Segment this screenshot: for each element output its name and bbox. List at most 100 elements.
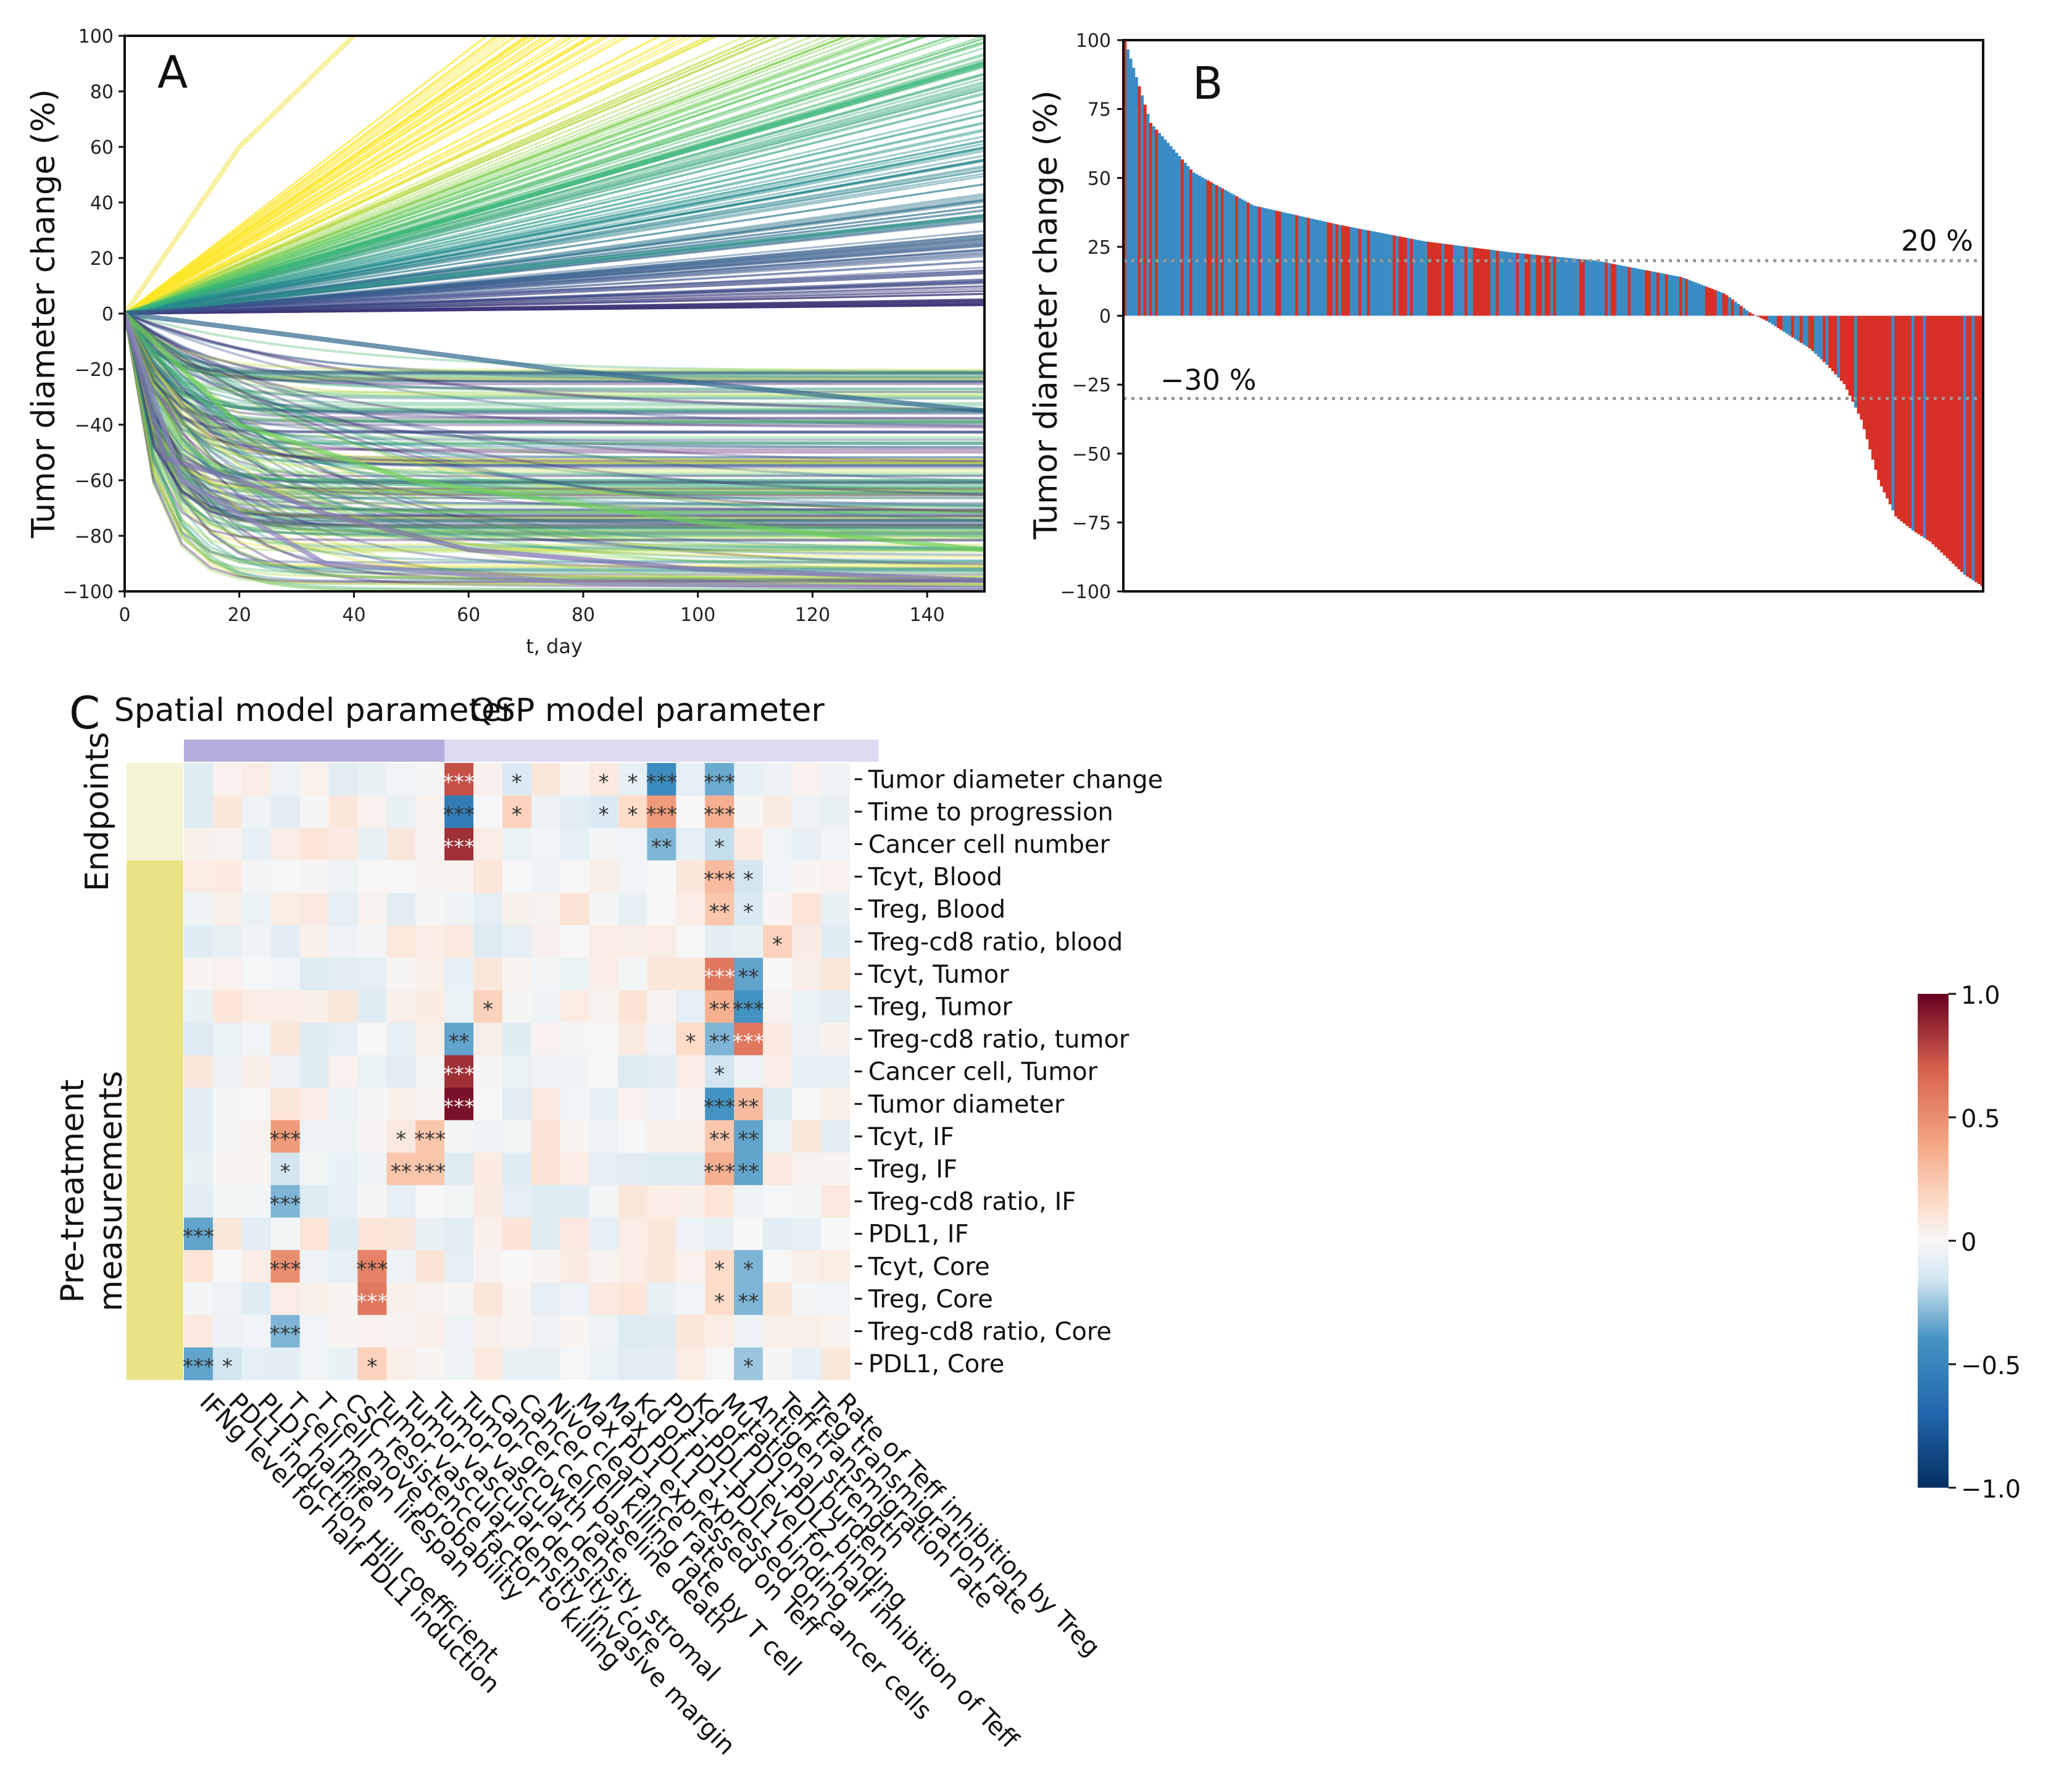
heatmap-cell (589, 860, 618, 893)
waterfall-bar (1275, 210, 1279, 316)
heatmap-cell (705, 1217, 734, 1251)
waterfall-bar (1232, 194, 1236, 316)
heatmap-cell (763, 828, 793, 861)
waterfall-bar (1492, 250, 1497, 316)
trajectory-line (125, 47, 984, 315)
trajectory-line (125, 36, 916, 315)
trajectory-line (125, 41, 984, 315)
heatmap-cell (705, 1282, 734, 1315)
heatmap-cell (473, 1315, 503, 1348)
heatmap-cell (357, 828, 387, 861)
heatmap-cell (299, 1347, 329, 1380)
trajectory-line (125, 313, 984, 534)
row-label: Treg, Core (868, 1285, 993, 1314)
heatmap-cell (531, 893, 561, 926)
significance-stars: * (714, 1257, 725, 1282)
trajectory-line (125, 312, 984, 463)
heatmap-cell (444, 763, 474, 796)
waterfall-bar (1702, 285, 1706, 316)
trajectory-line (125, 36, 570, 315)
waterfall-bar (1496, 251, 1499, 316)
trajectory-line (125, 109, 984, 315)
trajectory-line (125, 241, 984, 315)
heatmap-cell (531, 957, 561, 991)
heatmap-cell (299, 795, 329, 828)
trajectory-line (125, 36, 781, 315)
heatmap-cell (386, 925, 416, 959)
waterfall-bar (1980, 315, 1984, 586)
trajectory-line (125, 36, 530, 315)
trajectory-line (125, 313, 984, 495)
heatmap-cell (212, 1088, 243, 1121)
waterfall-bar (1765, 315, 1769, 321)
waterfall-bar (1212, 183, 1216, 316)
waterfall-bar (1587, 260, 1591, 316)
heatmap-cell (618, 1347, 647, 1380)
trajectory-line (125, 36, 596, 315)
waterfall-bar (1923, 315, 1926, 538)
waterfall-bar (1662, 273, 1666, 316)
heatmap-cell (270, 1022, 301, 1056)
waterfall-bar (1304, 217, 1307, 316)
waterfall-bar (1837, 315, 1841, 378)
heatmap-cell (473, 990, 503, 1023)
waterfall-bar (1691, 281, 1694, 316)
heatmap-cell (618, 1217, 647, 1251)
trajectory-line (125, 183, 984, 315)
significance-stars: ** (738, 1094, 759, 1119)
heatmap-cell (763, 860, 793, 893)
heatmap-cell (328, 763, 358, 796)
waterfall-bar (1410, 238, 1413, 316)
waterfall-bar (1450, 244, 1454, 316)
panel-c-significance-stars: *** * * * *** ****** * * * *** ****** ** **** *** ****… (183, 770, 783, 1379)
row-label: Cancer cell number (868, 831, 1110, 859)
heatmap-cell (589, 1282, 618, 1315)
waterfall-bar (1192, 172, 1196, 316)
heatmap-cell (270, 763, 301, 796)
waterfall-bar (1831, 315, 1835, 372)
significance-stars: *** (733, 1030, 764, 1054)
heatmap-cell (734, 1185, 763, 1218)
waterfall-bar (1771, 315, 1775, 325)
trajectory-line (125, 313, 984, 475)
waterfall-bar (1143, 104, 1147, 316)
heatmap-cell (415, 1153, 445, 1186)
trajectory-line (125, 312, 984, 390)
trajectory-line (125, 312, 984, 562)
heatmap-cell (763, 1022, 793, 1056)
heatmap-cell (820, 763, 851, 796)
significance-stars: *** (270, 1192, 301, 1217)
heatmap-cell (791, 957, 822, 991)
trajectory-line (125, 312, 984, 496)
heatmap-cell (212, 1217, 243, 1251)
waterfall-bar (1163, 139, 1167, 316)
heatmap-cell (386, 1055, 416, 1088)
heatmap-cell (705, 925, 734, 959)
heatmap-cell (589, 1088, 618, 1121)
waterfall-bar (1352, 227, 1356, 316)
trajectory-line (125, 36, 711, 315)
heatmap-cell (270, 990, 301, 1023)
waterfall-bar (1926, 315, 1929, 540)
trajectory-line (125, 148, 984, 315)
heatmap-cell (328, 957, 358, 991)
waterfall-bar (1467, 247, 1471, 316)
heatmap-cell (212, 957, 243, 991)
waterfall-bar (1418, 240, 1422, 316)
colorbar-tick-label: 0.5 (1961, 1105, 2000, 1133)
colorbar-tick-label: 0 (1961, 1228, 1976, 1257)
trajectory-line (125, 36, 883, 315)
trajectory-line (125, 312, 984, 412)
waterfall-bar (1599, 261, 1603, 316)
heatmap-cell (820, 1120, 851, 1153)
significance-stars: ** (449, 1030, 470, 1054)
trajectory-line (125, 299, 984, 315)
heatmap-cell (184, 1282, 214, 1315)
heatmap-cell (299, 1250, 329, 1283)
heatmap-cell (184, 1217, 214, 1251)
heatmap-cell (589, 1250, 618, 1283)
waterfall-bar (1171, 149, 1176, 316)
trajectory-line (125, 146, 984, 315)
trajectory-line (125, 313, 984, 558)
waterfall-bar (1879, 315, 1884, 486)
